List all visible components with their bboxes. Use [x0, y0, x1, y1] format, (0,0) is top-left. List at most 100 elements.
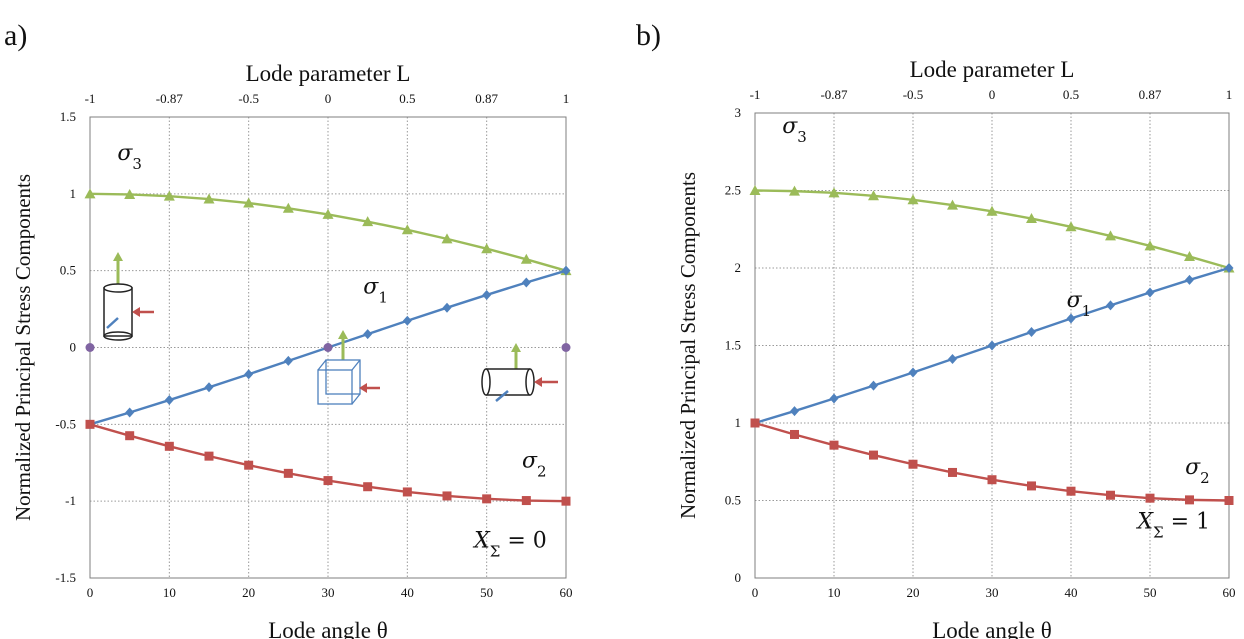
data-point — [829, 440, 839, 450]
data-point — [520, 253, 532, 264]
purple-point — [85, 343, 95, 352]
data-point — [869, 380, 878, 391]
x-tick-label: 50 — [480, 585, 493, 600]
series-label: σ2 — [522, 448, 547, 480]
data-point — [986, 205, 998, 216]
data-point — [1185, 495, 1194, 505]
data-point — [1066, 313, 1076, 324]
data-point — [1145, 287, 1155, 298]
y-tick-label: -1 — [65, 493, 76, 508]
series-label: σ3 — [117, 141, 142, 173]
series-label: σ2 — [1185, 455, 1210, 487]
data-point — [442, 491, 452, 501]
annotation-label: XΣ = 0 — [472, 528, 547, 560]
data-point — [790, 406, 799, 417]
data-point — [283, 355, 293, 366]
y-tick-label: 0 — [70, 340, 77, 355]
data-point — [987, 340, 997, 351]
x-tick-label: 50 — [1144, 585, 1157, 600]
data-point — [828, 187, 840, 198]
y-tick-label: 1 — [70, 186, 77, 201]
top-axis-title: Lode parameter L — [910, 57, 1075, 82]
top-tick-label: -1 — [85, 91, 96, 106]
data-point — [561, 496, 571, 506]
data-point — [85, 419, 95, 429]
data-point — [1144, 240, 1156, 251]
annotation-label: XΣ = 1 — [1135, 509, 1210, 541]
data-point — [521, 277, 531, 288]
x-tick-label: 40 — [401, 585, 414, 600]
data-point — [1027, 327, 1036, 338]
x-tick-label: 40 — [1065, 585, 1078, 600]
x-tick-label: 0 — [87, 585, 94, 600]
data-point — [1027, 481, 1036, 491]
data-point — [482, 289, 492, 300]
x-axis-title: Lode angle θ — [268, 618, 388, 639]
y-tick-label: 0.5 — [725, 493, 741, 508]
arrow-diag-icon — [495, 390, 509, 402]
data-point — [749, 185, 761, 195]
data-point — [84, 188, 96, 199]
x-tick-label: 60 — [1223, 585, 1236, 600]
top-tick-label: -0.5 — [238, 91, 259, 106]
data-point — [947, 199, 958, 210]
top-tick-label: -0.87 — [156, 91, 184, 106]
chart-panel-a: a)0 10 20 30 40 50 60-1.5-1-0.500.511.5-1 -0.87… — [4, 19, 573, 639]
data-point — [204, 382, 214, 393]
data-point — [163, 190, 175, 201]
data-point — [1066, 486, 1076, 496]
data-point — [829, 393, 839, 404]
top-tick-label: 0.5 — [399, 91, 415, 106]
data-point — [869, 450, 878, 460]
data-point — [1026, 213, 1037, 224]
panel-label: b) — [636, 19, 661, 52]
data-point — [1184, 251, 1195, 262]
x-tick-label: 10 — [163, 585, 176, 600]
purple-point — [561, 343, 571, 352]
data-point — [402, 487, 412, 497]
data-point — [1145, 493, 1155, 503]
y-tick-label: 1.5 — [725, 338, 741, 353]
series-σ1: σ1 — [750, 263, 1234, 428]
data-point — [244, 369, 254, 380]
data-point — [402, 315, 412, 326]
data-point — [948, 467, 957, 477]
y-tick-label: -0.5 — [55, 416, 76, 431]
data-point — [868, 190, 879, 201]
data-point — [363, 329, 373, 340]
top-tick-label: 0 — [325, 91, 332, 106]
plot-frame — [754, 112, 1230, 579]
y-tick-label: 2 — [735, 260, 742, 275]
data-point — [363, 482, 373, 492]
data-point — [442, 302, 452, 313]
y-tick-label: 0 — [735, 570, 742, 585]
top-tick-label: 1 — [563, 91, 570, 106]
y-tick-label: 2.5 — [725, 183, 741, 198]
data-point — [124, 188, 136, 199]
data-point — [561, 265, 571, 276]
x-tick-label: 0 — [752, 585, 759, 600]
x-axis-title: Lode angle θ — [932, 618, 1052, 639]
cylinder-icon — [486, 369, 530, 395]
top-tick-label: 0.87 — [475, 91, 498, 106]
data-point — [1106, 490, 1115, 500]
cylinder-icon — [103, 287, 133, 337]
panel-label: a) — [4, 19, 27, 52]
top-axis-title: Lode parameter L — [246, 61, 411, 86]
purple-point — [323, 343, 333, 352]
y-tick-label: -1.5 — [55, 570, 76, 585]
data-point — [1105, 230, 1116, 241]
data-point — [441, 233, 453, 244]
x-tick-label: 10 — [828, 585, 841, 600]
top-tick-label: 0.87 — [1139, 87, 1162, 102]
data-point — [243, 197, 255, 208]
data-point — [750, 418, 760, 428]
x-tick-label: 20 — [242, 585, 255, 600]
data-point — [323, 476, 333, 486]
data-point — [1106, 300, 1115, 311]
data-point — [244, 460, 254, 470]
data-point — [362, 216, 374, 227]
data-point — [322, 208, 334, 219]
y-tick-label: 1.5 — [60, 109, 76, 124]
top-tick-label: -0.87 — [820, 87, 848, 102]
